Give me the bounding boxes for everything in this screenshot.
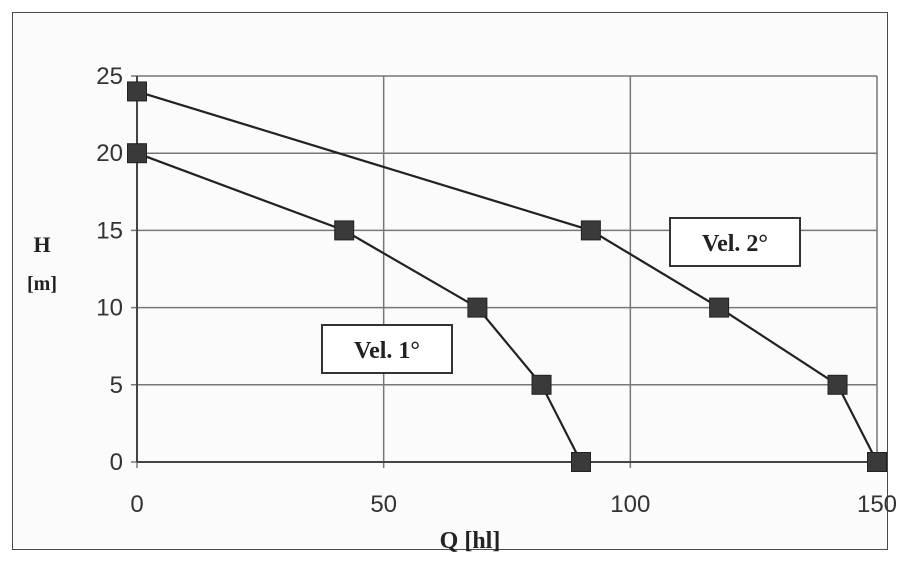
y-tick-label: 20 xyxy=(96,140,123,167)
x-tick-label: 50 xyxy=(370,491,397,518)
annotation-vel2: Vel. 2° xyxy=(702,231,768,257)
y-axis-label-unit: [m] xyxy=(27,273,57,295)
series-1-point xyxy=(571,452,591,472)
series-layer xyxy=(127,81,887,472)
series-1-point xyxy=(531,374,552,395)
y-tick-label: 0 xyxy=(110,449,123,476)
y-tick-label: 25 xyxy=(96,63,123,90)
y-tick-label: 5 xyxy=(110,372,123,399)
series-line-2 xyxy=(136,90,878,463)
tick-labels: 0 5 10 15 20 25 0 50 100 150 xyxy=(96,63,897,518)
x-axis-label: Q [hl] xyxy=(440,528,501,554)
annotation-box-vel2 xyxy=(669,217,801,267)
annotation-vel1: Vel. 1° xyxy=(354,338,420,364)
axis-labels: H [m] Q [hl] xyxy=(27,232,500,554)
x-tick-label: 100 xyxy=(610,491,650,518)
annotations: Vel. 1° Vel. 2° xyxy=(321,217,801,374)
annotation-box-vel1 xyxy=(321,324,453,374)
series-2-point xyxy=(827,374,848,395)
series-2-point xyxy=(867,452,887,472)
series-2-point xyxy=(709,297,730,318)
y-tick-label: 15 xyxy=(96,217,123,244)
series-1-point xyxy=(127,143,147,164)
x-tick-label: 0 xyxy=(130,491,143,518)
x-tick-label: 150 xyxy=(857,491,897,518)
y-tick-label: 10 xyxy=(96,295,123,322)
series-2-point xyxy=(127,81,147,102)
chart-frame xyxy=(12,12,888,550)
axes xyxy=(136,76,877,463)
series-1-point xyxy=(334,220,355,241)
series-2-point xyxy=(580,220,601,241)
y-axis-label-symbol: H xyxy=(33,232,50,257)
series-1-point xyxy=(467,297,488,318)
grid xyxy=(131,75,878,468)
